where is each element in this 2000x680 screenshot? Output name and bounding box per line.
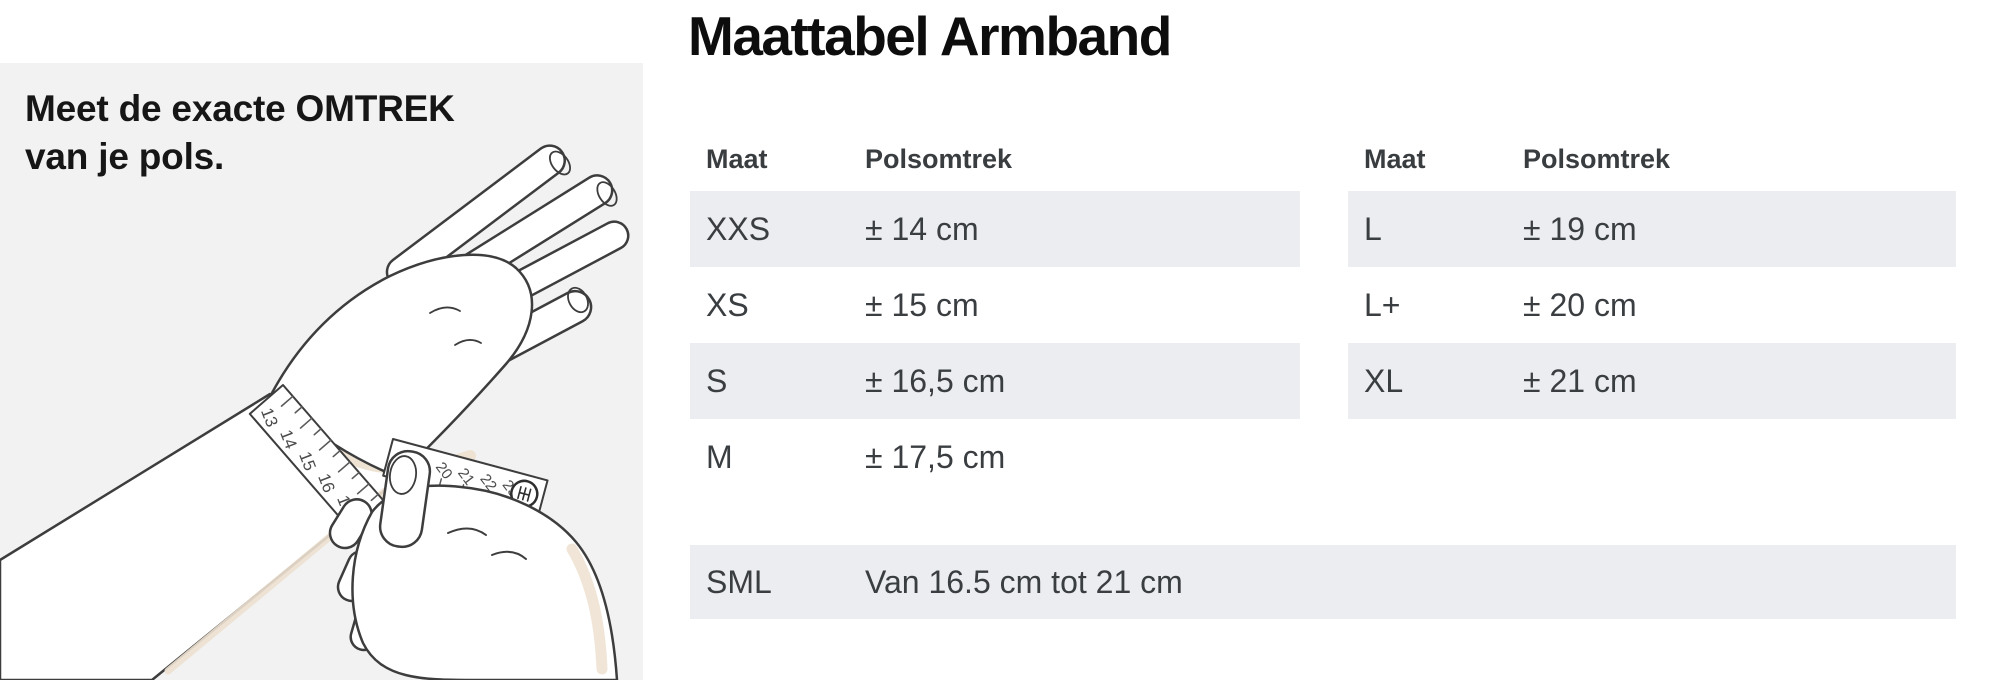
table-row-sml: SML Van 16.5 cm tot 21 cm	[690, 545, 1956, 619]
size-cell: S	[706, 362, 728, 399]
value-cell: ± 19 cm	[1523, 210, 1637, 247]
size-table-right: Maat Polsomtrek L ± 19 cm L+ ± 20 cm XL …	[1348, 128, 1956, 495]
value-cell: Van 16.5 cm tot 21 cm	[865, 563, 1183, 600]
size-chart: Maattabel Armband Maat Polsomtrek XXS ± …	[688, 0, 1956, 680]
column-header-polsomtrek: Polsomtrek	[865, 144, 1013, 174]
table-row-m: M ± 17,5 cm	[690, 419, 1300, 495]
column-header-maat: Maat	[706, 144, 768, 174]
value-cell: ± 15 cm	[865, 286, 979, 323]
value-cell: ± 14 cm	[865, 210, 979, 247]
panel-caption: Meet de exacte OMTREK van je pols.	[25, 85, 455, 181]
tape-number: 20	[432, 459, 456, 483]
size-cell: XS	[706, 286, 749, 323]
value-cell: ± 21 cm	[1523, 362, 1637, 399]
table-row-xxs: XXS ± 14 cm	[690, 191, 1300, 267]
tape-number: 22	[476, 471, 500, 495]
size-cell: L	[1364, 210, 1382, 247]
size-cell: M	[706, 438, 733, 475]
page-title: Maattabel Armband	[688, 5, 1172, 67]
column-header-polsomtrek: Polsomtrek	[1523, 144, 1671, 174]
size-cell: XL	[1364, 362, 1404, 399]
size-table-left: Maat Polsomtrek XXS ± 14 cm XS ± 15 cm S…	[690, 128, 1300, 495]
value-cell: ± 16,5 cm	[865, 362, 1006, 399]
size-tables: Maat Polsomtrek XXS ± 14 cm XS ± 15 cm S…	[690, 128, 1956, 495]
size-cell: XXS	[706, 210, 771, 247]
caption-line-2: van je pols.	[25, 136, 225, 177]
table-row-l-plus: L+ ± 20 cm	[1348, 267, 1956, 343]
table-row-s: S ± 16,5 cm	[690, 343, 1300, 419]
upper-hand	[270, 144, 630, 479]
lower-hand	[328, 449, 619, 680]
table-row-xl: XL ± 21 cm	[1348, 343, 1956, 419]
table-row-xs: XS ± 15 cm	[690, 267, 1300, 343]
measurement-instruction-panel: Meet de exacte OMTREK van je pols.	[0, 63, 643, 680]
size-cell: L+	[1364, 286, 1401, 323]
table-header-row: Maat Polsomtrek	[1348, 128, 1956, 191]
value-cell: ± 17,5 cm	[865, 438, 1006, 475]
size-cell: SML	[706, 563, 772, 600]
table-header-row: Maat Polsomtrek	[690, 128, 1300, 191]
wrist-measurement-illustration: 13 14 15 16 17 18	[0, 144, 630, 680]
table-row-l: L ± 19 cm	[1348, 191, 1956, 267]
column-header-maat: Maat	[1364, 144, 1426, 174]
value-cell: ± 20 cm	[1523, 286, 1637, 323]
tape-number: 21	[454, 465, 478, 489]
caption-line-1: Meet de exacte OMTREK	[25, 88, 455, 129]
